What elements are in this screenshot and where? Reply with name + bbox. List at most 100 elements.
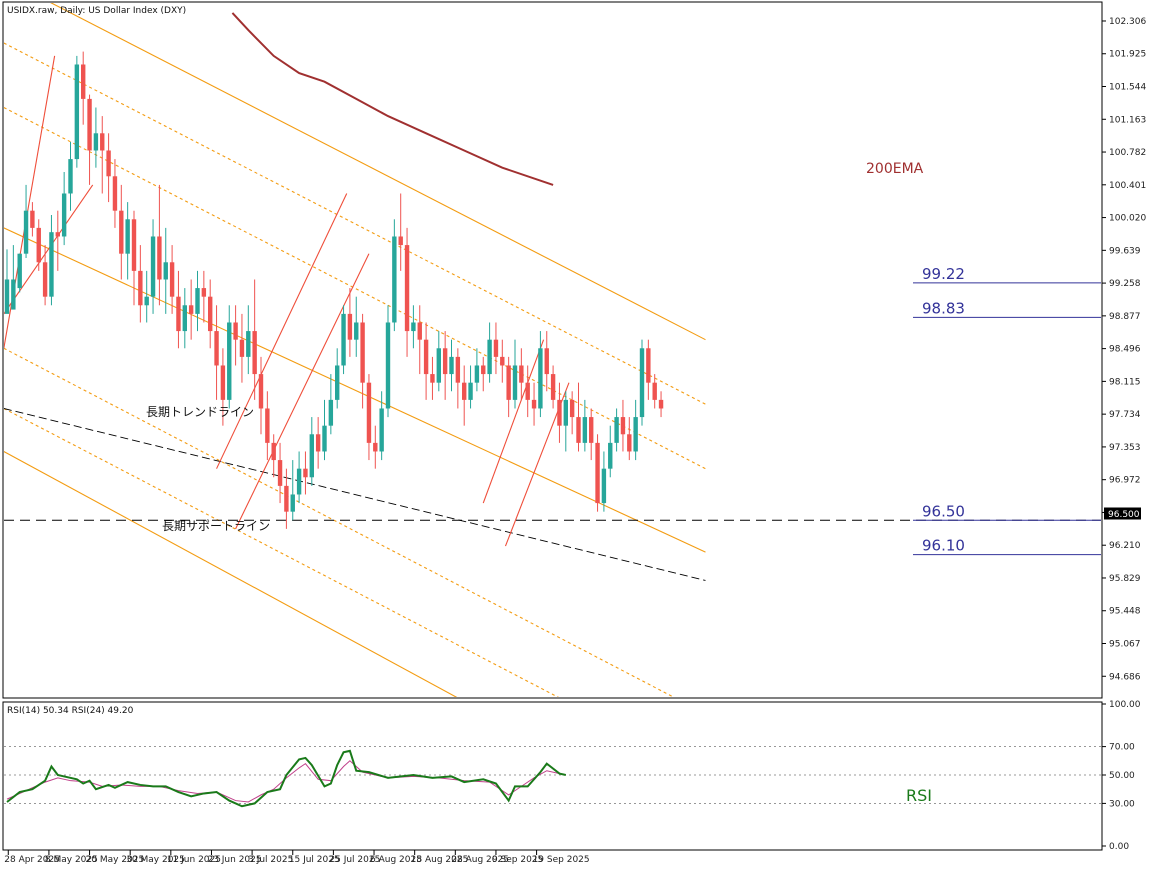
- chart-title: USIDX.raw, Daily: US Dollar Index (DXY): [7, 6, 186, 16]
- candle-down: [347, 313, 353, 340]
- candle-down: [157, 236, 162, 280]
- y-tick-label: 98.496: [1109, 345, 1141, 355]
- candle-down: [500, 356, 505, 366]
- candle-up: [23, 210, 29, 254]
- candle-down: [519, 365, 524, 383]
- x-tick-label: 19 Sep 2025: [533, 855, 590, 865]
- candle-down: [201, 288, 207, 297]
- candle-up: [487, 339, 492, 375]
- candle-down: [620, 417, 626, 435]
- y-tick-label: 99.258: [1109, 279, 1141, 289]
- rising-channel-line: [216, 193, 348, 469]
- candle-down: [220, 365, 226, 400]
- candle-down: [576, 417, 581, 443]
- x-tick-label: 8 May 2025: [45, 855, 98, 865]
- candle-down: [366, 382, 372, 443]
- y-tick-label: 101.544: [1109, 83, 1146, 93]
- candle-down: [589, 417, 594, 443]
- candle-down: [550, 374, 556, 400]
- candle-down: [595, 442, 600, 504]
- candle-down: [119, 210, 124, 254]
- level-label: 99.22: [922, 265, 965, 283]
- x-tick-label: 20 May 2025: [86, 855, 145, 865]
- candle-up: [449, 356, 454, 375]
- candle-down: [455, 356, 461, 383]
- candle-down: [569, 399, 575, 418]
- candle-down: [430, 374, 435, 383]
- price-axis: 102.306 101.925 101.544 101.163 100.782 100.4…: [1102, 17, 1146, 682]
- candle-down: [544, 348, 549, 375]
- candle-up: [379, 408, 384, 452]
- candle-up: [246, 331, 251, 357]
- candle-up: [4, 279, 10, 314]
- candle-up: [144, 296, 149, 306]
- current-price-label: 96.500: [1108, 510, 1140, 520]
- channel-middle-line: [4, 227, 706, 553]
- candle-down: [303, 468, 308, 478]
- candle-down: [265, 408, 270, 443]
- x-tick-label: 3 Jul 2025: [248, 855, 293, 865]
- support-line-label: 長期サポートライン: [162, 519, 270, 533]
- candle-down: [55, 232, 60, 237]
- candle-up: [639, 348, 645, 418]
- y-tick-label: 95.829: [1109, 574, 1141, 584]
- rsi-title: RSI(14) 50.34 RSI(24) 49.20: [7, 706, 134, 716]
- candle-down: [30, 210, 35, 228]
- rsi-tick-label: 100.00: [1109, 700, 1141, 710]
- candle-up: [163, 262, 168, 280]
- rsi-tick-label: 30.00: [1109, 799, 1135, 809]
- rsi-lines: [6, 749, 567, 808]
- candle-down: [373, 442, 378, 452]
- y-tick-label: 101.163: [1109, 115, 1146, 125]
- level-label: 96.50: [922, 502, 965, 520]
- channel-lower-line: [4, 450, 458, 697]
- y-tick-label: 98.115: [1109, 377, 1141, 387]
- x-tick-label: 28 Apr 2025: [4, 855, 60, 865]
- y-tick-label: 99.639: [1109, 246, 1141, 256]
- y-tick-label: 102.306: [1109, 17, 1146, 27]
- candle-down: [398, 236, 403, 246]
- candle-down: [131, 219, 137, 271]
- candle-down: [169, 262, 175, 297]
- candle-up: [61, 193, 67, 237]
- candle-down: [404, 245, 410, 332]
- candle-up: [296, 468, 302, 495]
- current-price-box: [1104, 507, 1141, 520]
- candle-up: [328, 399, 334, 426]
- trendlines: [4, 3, 706, 697]
- candle-up: [436, 348, 441, 383]
- x-tick-label: 11 Jun 2025: [167, 855, 221, 865]
- y-tick-label: 95.448: [1109, 607, 1141, 617]
- main-panel-frame: [2, 1, 1103, 699]
- candle-up: [385, 322, 391, 409]
- x-tick-label: 9 Sep 2025: [492, 855, 543, 865]
- candle-up: [563, 399, 568, 426]
- candle-down: [271, 442, 276, 461]
- rsi-14-line: [6, 749, 567, 808]
- candle-down: [112, 176, 118, 211]
- candle-down: [417, 322, 422, 340]
- candle-up: [17, 253, 22, 289]
- candle-up: [11, 279, 16, 310]
- candle-down: [481, 365, 486, 375]
- candle-up: [125, 219, 130, 254]
- x-tick-label: 6 Aug 2025: [370, 855, 422, 865]
- rising-channel-line: [482, 339, 545, 504]
- candle-down: [36, 227, 41, 263]
- channel-upper-line: [50, 3, 706, 341]
- candle-down: [233, 322, 238, 340]
- candle-down: [284, 485, 289, 512]
- rsi-panel-frame: [2, 701, 1103, 851]
- candle-down: [214, 331, 219, 366]
- rising-channel-line: [235, 253, 370, 530]
- candle-down: [557, 399, 562, 426]
- candle-up: [227, 322, 232, 400]
- candle-down: [100, 133, 105, 151]
- candle-down: [42, 262, 48, 297]
- y-tick-label: 95.067: [1109, 640, 1141, 650]
- candle-down: [423, 339, 429, 375]
- candle-down: [525, 382, 530, 400]
- candle-up: [195, 288, 200, 314]
